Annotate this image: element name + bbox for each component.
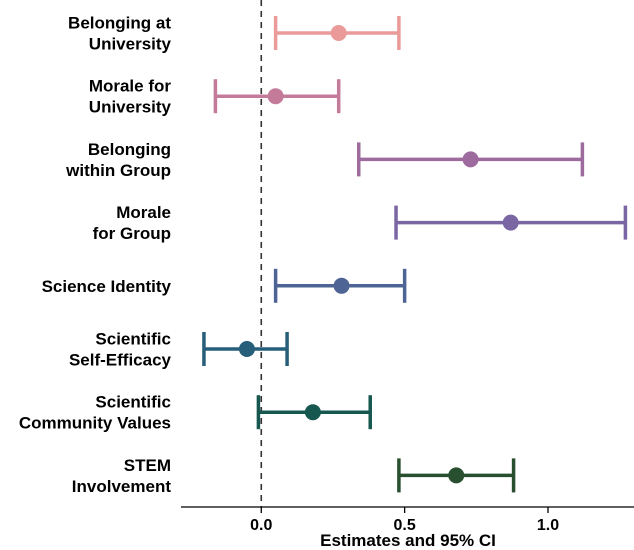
- estimate-point: [304, 404, 321, 421]
- y-category-label: Morale for Group: [93, 203, 171, 243]
- estimate-row: [273, 16, 401, 50]
- y-category-label: Morale for University: [89, 77, 172, 117]
- estimate-row: [273, 268, 407, 303]
- x-tick-label: 0.5: [394, 517, 416, 534]
- y-category-label-line: STEM: [124, 456, 171, 475]
- estimate-point: [333, 277, 350, 294]
- y-category-label-line: University: [89, 35, 172, 54]
- x-tick-label: 0.0: [250, 517, 272, 534]
- y-category-label: Belonging within Group: [65, 140, 171, 180]
- y-category-label-line: Belonging: [88, 140, 171, 159]
- estimate-point: [238, 341, 255, 357]
- y-category-label-line: for Group: [93, 224, 171, 243]
- y-category-label-line: Involvement: [72, 477, 172, 496]
- y-category-label-line: Science Identity: [42, 277, 172, 296]
- y-category-label: Scientific Community Values: [19, 393, 171, 433]
- estimate-row: [202, 332, 289, 366]
- estimate-point: [502, 214, 519, 231]
- x-tick-label: 1.0: [537, 517, 559, 534]
- estimate-point: [330, 25, 347, 41]
- estimate-point: [462, 151, 479, 168]
- y-category-label-line: within Group: [65, 161, 171, 180]
- estimate-point: [448, 467, 465, 484]
- y-category-label-line: Scientific: [95, 393, 171, 412]
- y-category-label-line: Belonging at: [68, 14, 171, 33]
- estimate-row: [357, 142, 585, 177]
- y-category-label: Science Identity: [42, 277, 172, 296]
- estimate-row: [213, 79, 341, 114]
- estimate-row: [394, 205, 628, 240]
- y-category-label-line: University: [89, 98, 172, 117]
- y-category-label-line: Community Values: [19, 414, 171, 433]
- y-category-label-line: Morale: [116, 203, 171, 222]
- y-category-label-line: Scientific: [95, 330, 171, 349]
- y-category-label-line: Self-Efficacy: [69, 351, 172, 370]
- estimate-point: [267, 88, 284, 105]
- y-category-label: Belonging at University: [68, 14, 171, 54]
- estimate-row: [397, 458, 516, 493]
- y-category-label: Scientific Self-Efficacy: [69, 330, 172, 370]
- y-category-label-line: Morale for: [89, 77, 172, 96]
- estimate-row: [256, 395, 372, 430]
- y-category-label: STEM Involvement: [72, 456, 172, 496]
- x-axis-title: Estimates and 95% CI: [320, 531, 496, 550]
